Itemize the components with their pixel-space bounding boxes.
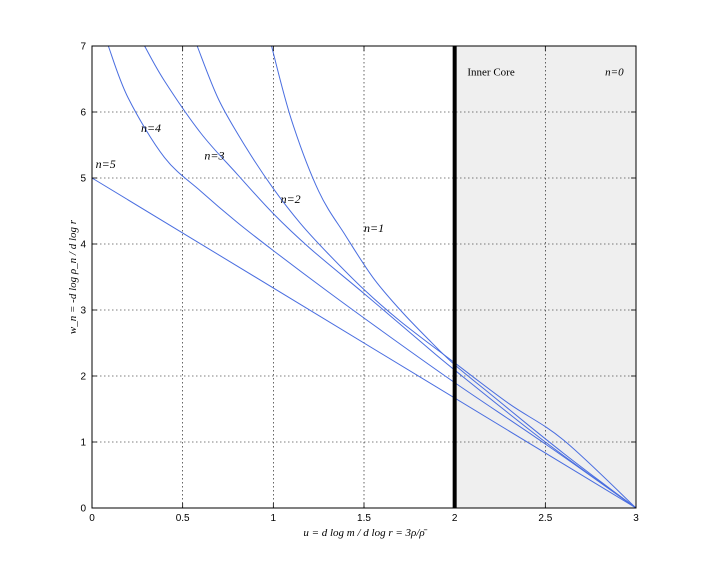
- y-tick-label: 0: [80, 504, 86, 515]
- n0-region-label: n=0: [605, 67, 624, 79]
- x-tick-label: 1.5: [357, 513, 371, 524]
- y-tick-label: 6: [80, 108, 86, 119]
- y-axis-label: w_n = -d log ρ_n / d log r: [67, 219, 79, 334]
- series-line-n5: [91, 177, 637, 509]
- x-tick-label: 0: [89, 513, 95, 524]
- y-tick-label: 5: [80, 174, 86, 185]
- x-axis-label: u = d log m / d log r = 3ρ/ρ̄: [303, 527, 427, 539]
- curve-label-n2: n=2: [281, 192, 301, 206]
- curve-label-n3: n=3: [204, 149, 224, 163]
- x-tick-label: 2: [452, 513, 458, 524]
- inner-core-label: Inner Core: [467, 67, 514, 79]
- y-tick-label: 7: [80, 42, 86, 53]
- x-tick-label: 1: [271, 513, 277, 524]
- curve-label-n1: n=1: [364, 221, 384, 235]
- curve-label-n4: n=4: [141, 121, 161, 135]
- y-tick-label: 2: [80, 372, 86, 383]
- series-line-n1: [271, 45, 637, 509]
- series-line-n3: [144, 45, 637, 509]
- x-tick-label: 2.5: [538, 513, 552, 524]
- curve-label-n5: n=5: [96, 157, 116, 171]
- x-tick-label: 3: [633, 513, 639, 524]
- y-tick-label: 3: [80, 306, 86, 317]
- series-line-n2: [196, 45, 637, 509]
- series-line-n4: [107, 45, 637, 509]
- y-tick-label: 4: [80, 240, 86, 251]
- x-tick-label: 0.5: [176, 513, 190, 524]
- y-tick-label: 1: [80, 438, 86, 449]
